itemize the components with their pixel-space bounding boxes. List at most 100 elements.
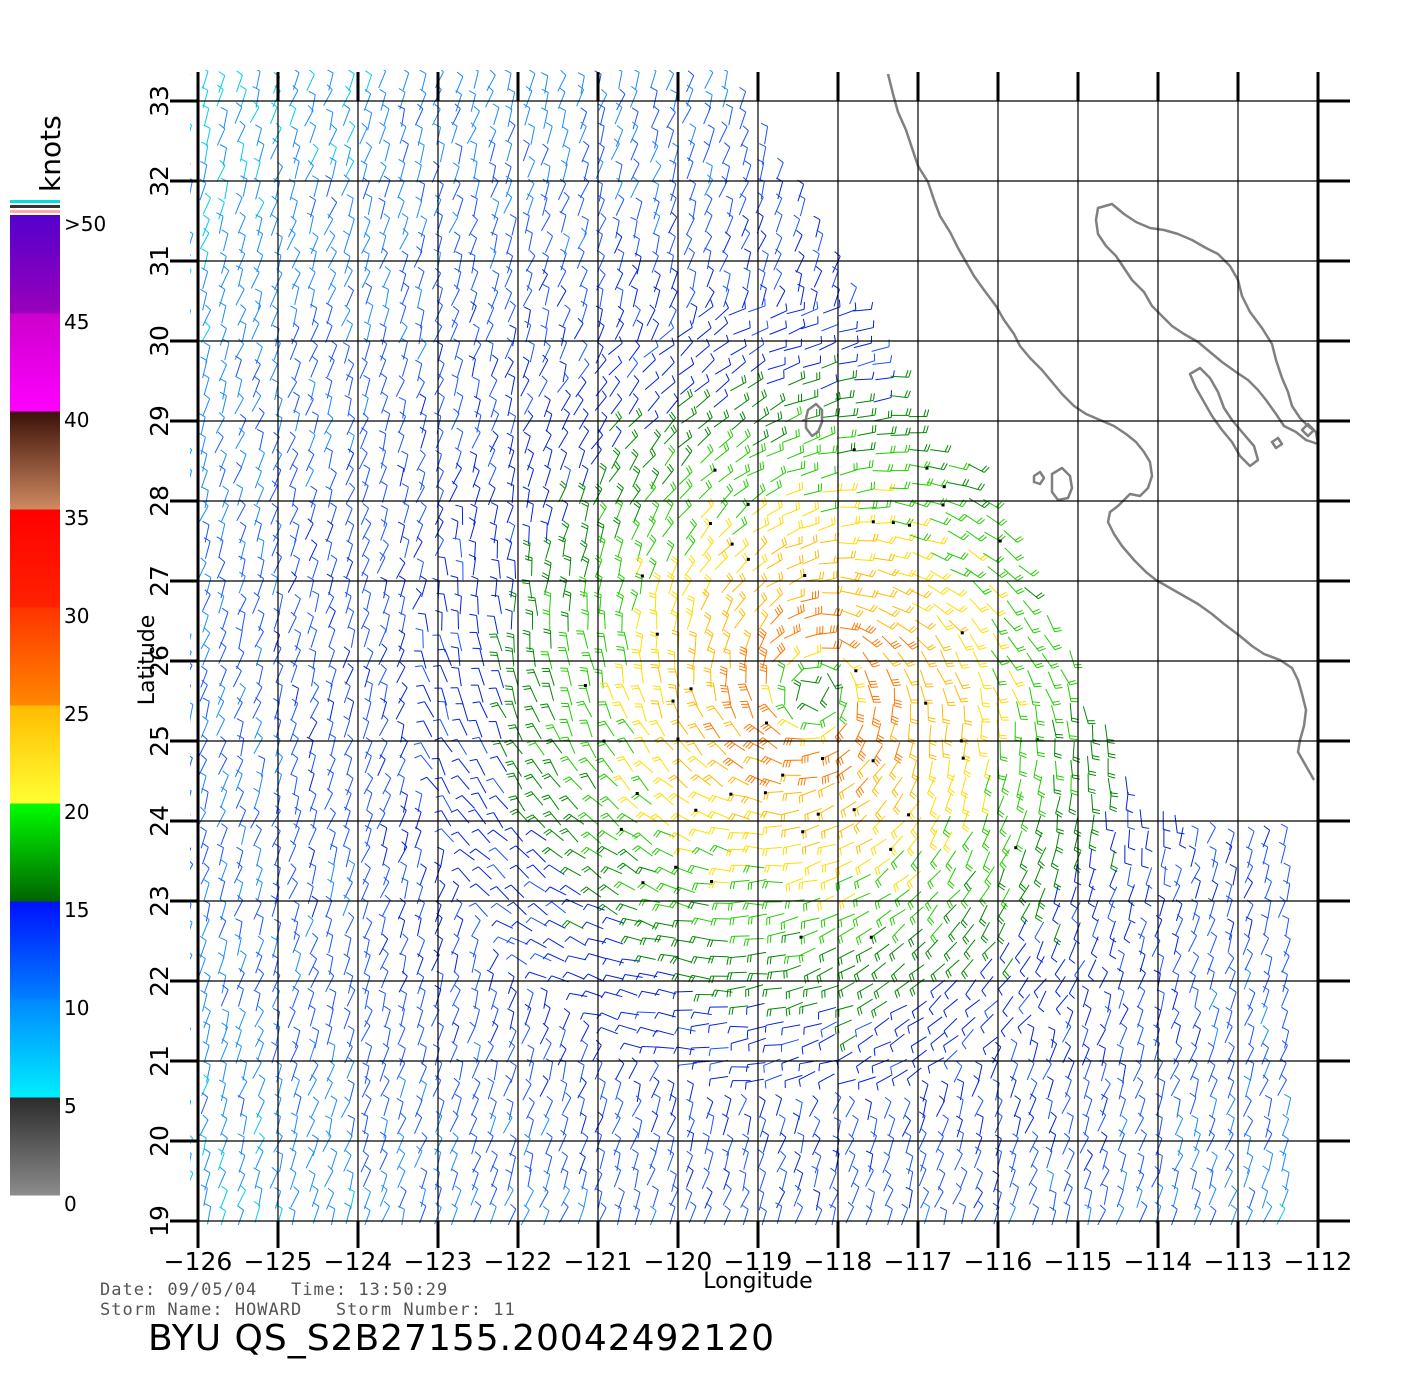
wind-barb	[398, 411, 407, 434]
wind-barb	[455, 795, 475, 809]
wind-barb	[402, 139, 409, 162]
wind-barb	[218, 284, 226, 307]
wind-barb	[311, 1026, 320, 1049]
wind-barb	[524, 791, 544, 806]
wind-barb	[705, 162, 713, 184]
wind-barb	[381, 894, 391, 917]
wind-barb	[577, 194, 585, 216]
wind-barb	[714, 357, 732, 375]
wind-barb	[379, 88, 387, 111]
wind-barb	[451, 867, 471, 882]
wind-barb	[541, 773, 561, 788]
wind-barb	[741, 214, 749, 237]
wind-barb	[578, 684, 591, 704]
wind-barb	[330, 843, 338, 866]
wind-barb	[201, 86, 209, 108]
wind-barb	[505, 954, 528, 965]
wind-barb	[219, 1206, 227, 1225]
wind-barb	[256, 771, 264, 793]
wind-barb	[343, 265, 353, 287]
wind-barb	[324, 1165, 334, 1187]
wind-barb	[522, 685, 538, 703]
wind-barb	[181, 829, 187, 850]
wind-barb	[762, 825, 783, 835]
wind-barb	[414, 754, 433, 770]
wind-barb	[359, 427, 368, 450]
wind-barb	[691, 882, 713, 891]
wind-barb	[236, 70, 243, 93]
wind-barb	[452, 537, 463, 558]
wind-barb	[664, 411, 676, 433]
wind-barb	[291, 684, 300, 707]
wind-barb	[646, 515, 656, 538]
wind-barb	[179, 590, 188, 611]
wind-barb	[684, 534, 696, 556]
wind-barb	[383, 863, 391, 886]
wind-barb	[820, 374, 838, 390]
wind-barb	[1265, 953, 1273, 976]
wind-barb	[365, 788, 373, 811]
wind-barb	[813, 265, 823, 288]
wind-barb	[649, 813, 670, 827]
y-tick-label: 26	[145, 645, 174, 677]
wind-barb	[401, 483, 409, 505]
wind-barb	[678, 465, 693, 485]
wind-barb	[522, 410, 534, 432]
wind-barb	[1211, 1024, 1219, 1047]
wind-barb	[525, 647, 536, 667]
wind-barb	[857, 739, 867, 762]
wind-barb	[1153, 1038, 1161, 1061]
wind-barb	[929, 517, 952, 526]
wind-barb	[690, 917, 713, 926]
wind-barb	[1008, 670, 1025, 687]
wind-barb	[800, 737, 821, 747]
wind-barb	[928, 760, 937, 783]
wind-barb	[946, 602, 968, 613]
wind-barb	[890, 963, 905, 983]
wind-barb	[1175, 914, 1184, 936]
wind-barb	[707, 1022, 728, 1033]
wind-barb	[474, 968, 482, 991]
wind-barb	[504, 265, 513, 288]
wind-barb	[382, 772, 392, 795]
wind-barb	[1119, 1115, 1128, 1137]
wind-barb	[748, 1037, 766, 1052]
wind-barb	[270, 936, 278, 958]
wind-barb	[203, 537, 211, 559]
wind-barb	[666, 393, 679, 414]
wind-barb	[251, 359, 261, 381]
wind-barb	[618, 70, 623, 90]
wind-barb	[636, 319, 644, 342]
wind-barb	[874, 1017, 890, 1036]
wind-barb	[721, 142, 731, 164]
wind-barb	[701, 1167, 710, 1190]
x-tick-label: −123	[404, 1247, 473, 1276]
wind-barb	[363, 88, 372, 111]
wind-barb	[289, 338, 298, 361]
wind-barb	[653, 1132, 661, 1155]
rain-flag	[710, 880, 714, 884]
wind-barb	[652, 572, 661, 594]
wind-barb	[200, 1092, 209, 1115]
wind-barb	[1027, 636, 1046, 652]
wind-barb	[490, 902, 512, 915]
wind-barb	[346, 773, 354, 796]
wind-barb	[597, 884, 619, 896]
wind-barb	[763, 865, 785, 873]
wind-barb	[1097, 1109, 1107, 1132]
wind-barb	[818, 624, 838, 635]
wind-barb	[580, 285, 588, 307]
wind-barb	[1028, 687, 1041, 706]
wind-barb	[762, 846, 783, 857]
wind-barb	[558, 1129, 567, 1152]
wind-barb	[1281, 915, 1290, 937]
wind-barb	[273, 1112, 281, 1135]
wind-barb	[975, 1168, 983, 1190]
wind-barb	[684, 555, 696, 577]
wind-barb	[766, 1006, 787, 1017]
wind-barb	[1067, 683, 1079, 703]
wind-barb	[378, 430, 387, 452]
wind-barb	[381, 285, 390, 308]
wind-barb	[486, 340, 494, 362]
wind-barb	[235, 427, 245, 450]
